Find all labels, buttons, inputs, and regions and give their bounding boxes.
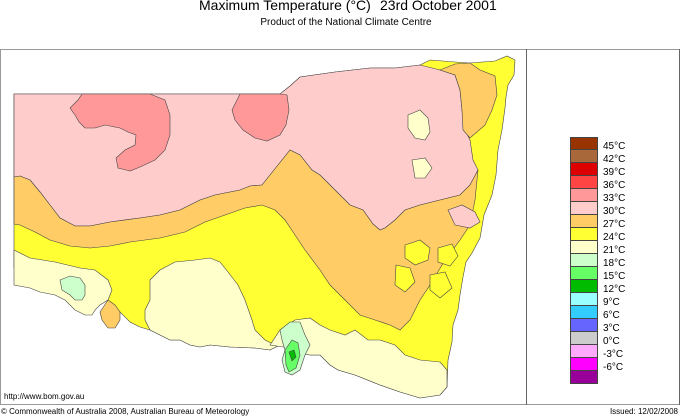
zone-21c-ne-2	[411, 157, 433, 179]
zone-12c-alps	[288, 349, 297, 362]
zone-24c-patch-3	[394, 264, 416, 293]
legend-label: 15°C	[603, 271, 626, 282]
legend-label: -6°C	[603, 362, 624, 373]
legend-label: 36°C	[603, 180, 626, 191]
chart-title: Maximum Temperature (°C) 23rd October 20…	[0, 0, 680, 17]
legend-label: 42°C	[603, 154, 626, 165]
legend-label: 3°C	[603, 323, 620, 334]
legend-label: 21°C	[603, 245, 626, 256]
zone-21c-ne-1	[407, 109, 431, 141]
legend-swatch	[570, 319, 598, 332]
legend-swatch	[570, 202, 598, 215]
zone-27c-sw-patch	[99, 299, 121, 329]
zone-33c-nw	[69, 93, 171, 172]
legend-swatch	[570, 345, 598, 358]
legend-swatch	[570, 280, 598, 293]
zone-21c-alps	[269, 317, 448, 399]
title-text: Maximum Temperature (°C)	[199, 0, 371, 13]
legend-swatch	[570, 228, 598, 241]
legend-label: 9°C	[603, 297, 620, 308]
legend-swatch	[570, 332, 598, 345]
legend-swatch	[570, 176, 598, 189]
legend-swatch	[570, 371, 598, 384]
zone-24c-patch-2	[437, 243, 459, 267]
legend-label: 6°C	[603, 310, 620, 321]
legend-swatch	[570, 215, 598, 228]
zone-27c-ne	[439, 62, 498, 139]
legend-swatch	[570, 306, 598, 319]
zone-18c-sw	[59, 275, 86, 301]
legend-label: 0°C	[603, 336, 620, 347]
map-frame	[0, 49, 679, 405]
legend-label: 12°C	[603, 284, 626, 295]
legend-swatch	[570, 358, 598, 371]
copyright-text: © Commonwealth of Australia 2008, Austra…	[1, 407, 250, 416]
legend-label: 27°C	[603, 219, 626, 230]
date-text: 23rd October 2001	[380, 0, 497, 13]
legend-label: 45°C	[603, 141, 626, 152]
zone-24c-patch-1	[404, 239, 431, 266]
zone-33c-n	[231, 93, 290, 142]
subtitle: Product of the National Climate Centre	[260, 17, 432, 28]
legend-swatch	[570, 267, 598, 280]
legend-label: 30°C	[603, 206, 626, 217]
legend-label: 24°C	[603, 232, 626, 243]
legend-divider	[526, 49, 527, 405]
zone-27c-west	[13, 149, 479, 331]
issued-date: Issued: 12/02/2008	[609, 407, 678, 416]
legend-label: -3°C	[603, 349, 624, 360]
legend-swatch	[570, 293, 598, 306]
zone-24c-patch-4	[429, 271, 453, 299]
legend-swatch	[570, 189, 598, 202]
temperature-map	[13, 55, 516, 399]
legend-label: 33°C	[603, 193, 626, 204]
legend-label: 39°C	[603, 167, 626, 178]
legend-swatch	[570, 137, 598, 150]
legend-swatch	[570, 254, 598, 267]
legend-swatch	[570, 163, 598, 176]
legend-label: 18°C	[603, 258, 626, 269]
legend-swatch	[570, 241, 598, 254]
website-link[interactable]: http://www.bom.gov.au	[4, 392, 85, 401]
legend-swatch	[570, 150, 598, 163]
zone-30c-inner	[447, 204, 481, 229]
